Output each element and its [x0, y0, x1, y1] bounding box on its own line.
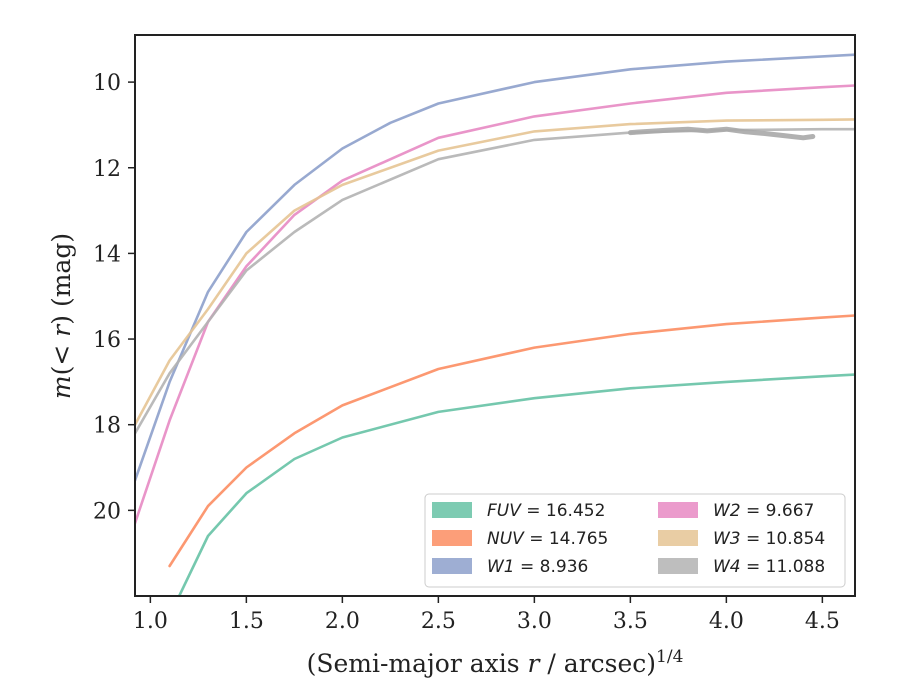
series-line-w4: [135, 127, 855, 435]
y-tick-label: 20: [93, 499, 121, 524]
legend-swatch-w2: [658, 502, 698, 518]
plot-frame: [134, 34, 856, 597]
legend-label-fuv: FUV = 16.452: [487, 501, 605, 521]
x-tick-label: 4.0: [709, 609, 744, 634]
x-tick-label: 3.5: [613, 609, 648, 634]
legend-swatch-w1: [432, 558, 472, 574]
x-tick-label: 3.0: [517, 609, 552, 634]
y-tick-label: 12: [93, 157, 121, 182]
legend-swatch-nuv: [432, 530, 472, 546]
series-line-fuv: [177, 373, 855, 596]
x-axis-label: (Semi-major axis r / arcsec)1/4: [307, 647, 684, 678]
y-tick-label: 10: [93, 71, 121, 96]
legend-frame: [424, 493, 846, 588]
y-tick-label: 16: [93, 328, 121, 353]
legend-swatch-fuv: [432, 502, 472, 518]
y-axis-ticks: 10 12 14 16 18 20: [93, 71, 135, 524]
series-line-w3: [135, 118, 855, 426]
legend: FUV = 16.452 NUV = 14.765 W1 = 8.936 W2 = 9…: [424, 493, 846, 588]
legend-swatch-w3: [658, 530, 698, 546]
y-axis-label: m(< r) (mag): [47, 233, 76, 399]
x-tick-label: 4.5: [805, 609, 840, 634]
legend-label-nuv: NUV = 14.765: [487, 529, 608, 549]
series-layer: [135, 53, 855, 596]
series-line-nuv: [168, 314, 855, 568]
legend-swatch-w4: [658, 558, 698, 574]
x-axis-ticks: 1.0 1.5 2.0 2.5 3.0 3.5 4.0 4.5: [133, 596, 840, 634]
x-tick-label: 2.5: [421, 609, 456, 634]
legend-label-w2: W2 = 9.667: [713, 501, 814, 521]
x-tick-label: 1.0: [133, 609, 168, 634]
legend-label-w1: W1 = 8.936: [487, 557, 588, 577]
series-line-w1: [135, 53, 855, 482]
legend-label-w3: W3 = 10.854: [713, 529, 825, 549]
x-tick-label: 2.0: [325, 609, 360, 634]
y-tick-label: 14: [93, 242, 121, 267]
legend-label-w4: W4 = 11.088: [713, 557, 825, 577]
y-tick-label: 18: [93, 414, 121, 439]
series-line-w2: [135, 84, 855, 525]
x-tick-label: 1.5: [229, 609, 264, 634]
series-line-w4: [627, 126, 816, 141]
